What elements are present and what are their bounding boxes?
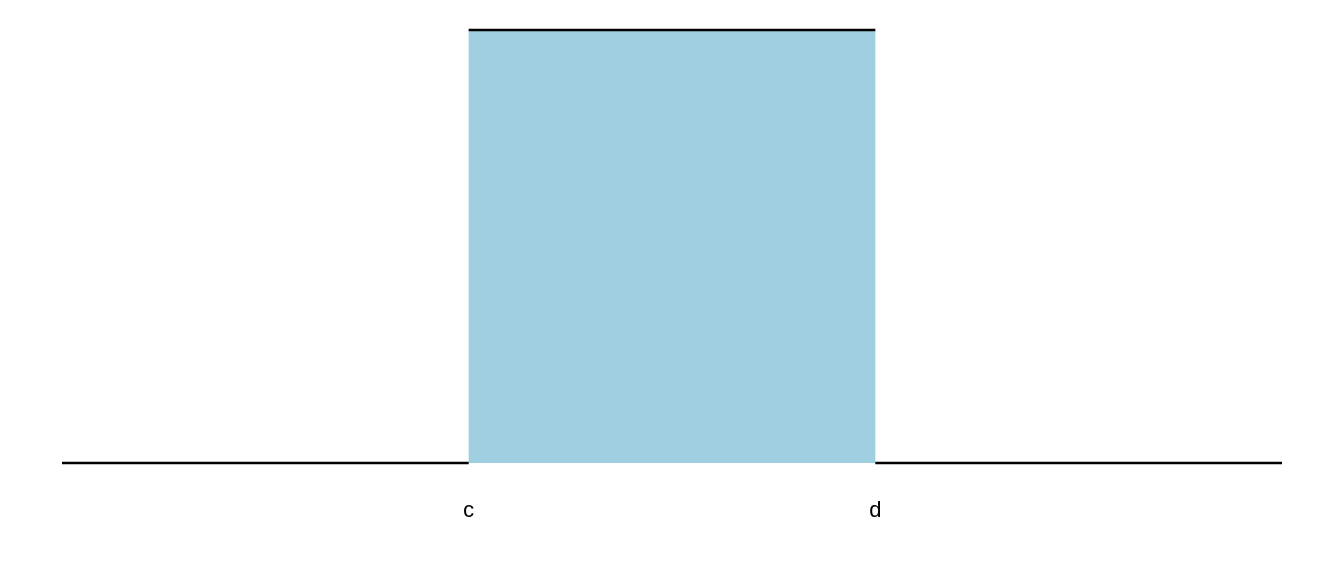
density-fill-area bbox=[468, 30, 876, 463]
x-tick-label-c: c bbox=[463, 497, 474, 522]
x-tick-label-d: d bbox=[869, 497, 881, 522]
